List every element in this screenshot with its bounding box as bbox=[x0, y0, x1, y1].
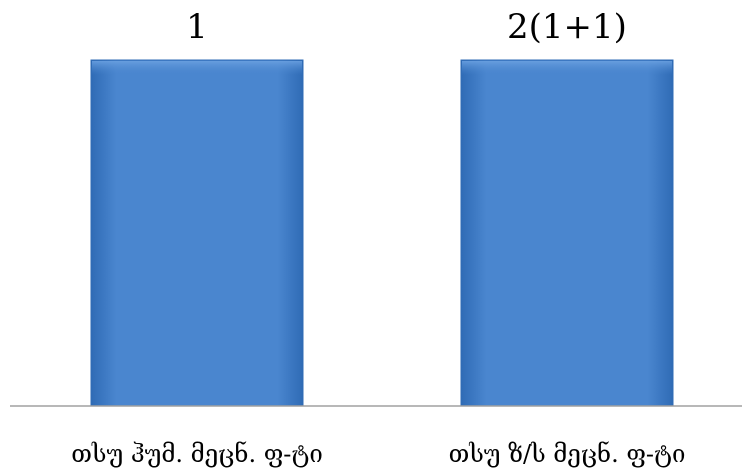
x-tick-label-2: თსუ ზ/ს მეცნ. ფ-ტი bbox=[449, 440, 686, 468]
bar-2-highlight bbox=[462, 61, 672, 75]
bar-1-highlight bbox=[92, 61, 302, 75]
data-label-1: 1 bbox=[186, 7, 208, 47]
bars-layer bbox=[90, 59, 674, 407]
labels-layer: 1 თსუ ჰუმ. მეცნ. ფ-ტი 2(1+1) თსუ ზ/ს მეცნ. … bbox=[71, 7, 685, 468]
x-tick-label-1: თსუ ჰუმ. მეცნ. ფ-ტი bbox=[71, 440, 323, 468]
bar-2 bbox=[460, 59, 674, 407]
bar-1 bbox=[90, 59, 304, 407]
data-label-2: 2(1+1) bbox=[507, 7, 627, 47]
